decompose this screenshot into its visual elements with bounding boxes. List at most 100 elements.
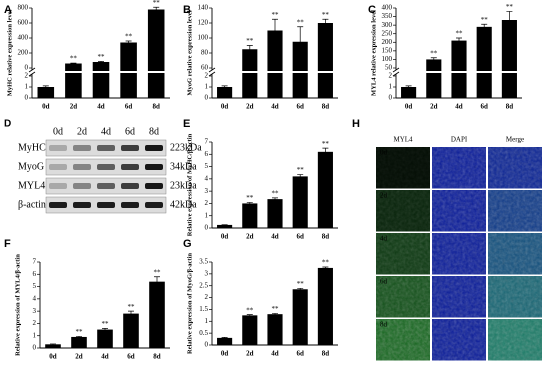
x-tick-label: 4d (455, 103, 463, 111)
y-tick-label: 120 (198, 19, 209, 27)
row-label: 8d (380, 321, 388, 329)
y-tick-label: 400 (382, 4, 393, 12)
blot-band (97, 183, 115, 189)
significance-label: ** (246, 194, 254, 202)
panel-label: E (183, 118, 190, 130)
error-bar (272, 18, 278, 42)
significance-label: ** (128, 303, 136, 311)
bar-break-gap (241, 71, 259, 73)
y-tick-label: 0 (205, 341, 209, 349)
x-tick-label: 6d (125, 103, 133, 111)
y-tick-label: 0 (33, 344, 37, 352)
x-tick-label: 6d (296, 103, 304, 111)
axis-break (392, 71, 400, 77)
lane-label: 4d (101, 126, 111, 137)
axis-break (208, 71, 216, 77)
size-label: 223kDa (170, 142, 202, 153)
x-tick-label: 0d (221, 103, 229, 111)
bar (217, 87, 233, 98)
bar (317, 267, 333, 345)
y-tick-label: 3 (205, 269, 209, 277)
error-bar (272, 197, 278, 201)
x-tick-label: 6d (127, 353, 135, 361)
panel-label: C (368, 4, 376, 16)
bar-break-gap (475, 71, 493, 73)
x-tick-label: 0d (221, 350, 229, 358)
lane-label: 0d (53, 126, 63, 137)
bar (451, 40, 467, 98)
error-bar (246, 314, 253, 317)
y-tick-label: 80 (201, 49, 209, 57)
y-tick-label: 3 (33, 307, 37, 315)
y-tick-label: 200 (382, 38, 393, 46)
x-tick-label: 8d (153, 353, 161, 361)
significance-label: ** (246, 37, 254, 45)
significance-label: ** (76, 328, 84, 336)
bar-break-gap (316, 71, 334, 73)
texture (432, 147, 486, 189)
bar-break-gap (450, 71, 468, 73)
bar (97, 329, 113, 348)
error-bar (125, 40, 132, 44)
error-bar (153, 6, 160, 12)
bar (65, 63, 82, 98)
x-tick-label: 2d (70, 103, 78, 111)
bar (123, 313, 139, 348)
protein-label: MYL4 (18, 180, 45, 191)
x-tick-label: 0d (42, 103, 50, 111)
panel-label: B (183, 4, 191, 16)
column-label: DAPI (451, 136, 468, 144)
significance-label: ** (322, 140, 330, 148)
y-tick-label: 300 (382, 21, 393, 29)
bar (149, 281, 165, 348)
bar (476, 26, 492, 98)
error-bar (506, 11, 513, 29)
texture (432, 319, 486, 361)
panel-label: H (352, 118, 360, 130)
x-tick-label: 2d (430, 103, 438, 111)
blot-band (97, 202, 115, 208)
x-tick-label: 4d (101, 353, 109, 361)
lane-label: 6d (125, 126, 135, 137)
y-tick-label: 250 (382, 29, 393, 37)
significance-label: ** (481, 16, 489, 24)
significance-label: ** (98, 53, 106, 61)
x-tick-label: 2d (246, 350, 254, 358)
error-bar (246, 202, 253, 205)
error-bar (102, 327, 108, 331)
error-bar (297, 287, 304, 291)
x-tick-label: 6d (296, 233, 304, 241)
western-blot: D 0d 2d 4d 6d 8d MyHC 223kDa MyoG 34kDa MYL4 23kDa β… (4, 119, 202, 214)
y-tick-label: 2 (205, 293, 209, 301)
x-tick-label: 2d (246, 233, 254, 241)
y-tick-label: 2 (33, 319, 37, 327)
y-tick-label: 1 (205, 83, 209, 91)
lane-label: 2d (77, 126, 87, 137)
texture (376, 147, 430, 189)
y-tick-label: 2 (205, 72, 209, 80)
x-tick-label: 6d (480, 103, 488, 111)
x-tick-label: 4d (271, 233, 279, 241)
error-bar (128, 310, 134, 317)
bar-break-gap (266, 71, 284, 73)
significance-label: ** (272, 305, 280, 313)
blot-band (121, 145, 139, 151)
y-tick-label: 60 (201, 64, 209, 72)
y-tick-label: 140 (198, 4, 209, 12)
y-axis-label: MYL4 relative expression level (370, 10, 377, 96)
bar (217, 224, 233, 228)
blot-band (121, 202, 139, 208)
texture (432, 276, 486, 318)
x-tick-label: 4d (271, 350, 279, 358)
error-bar (430, 57, 437, 62)
texture (376, 276, 430, 318)
y-tick-label: 0 (205, 94, 209, 102)
bar (92, 62, 110, 98)
significance-label: ** (297, 18, 305, 26)
y-tick-label: 50 (385, 64, 393, 72)
bar-chart: G Relative expression of MyoG/β-actin 0 0.5… (183, 238, 338, 358)
error-bar (221, 85, 228, 89)
texture (488, 276, 542, 318)
